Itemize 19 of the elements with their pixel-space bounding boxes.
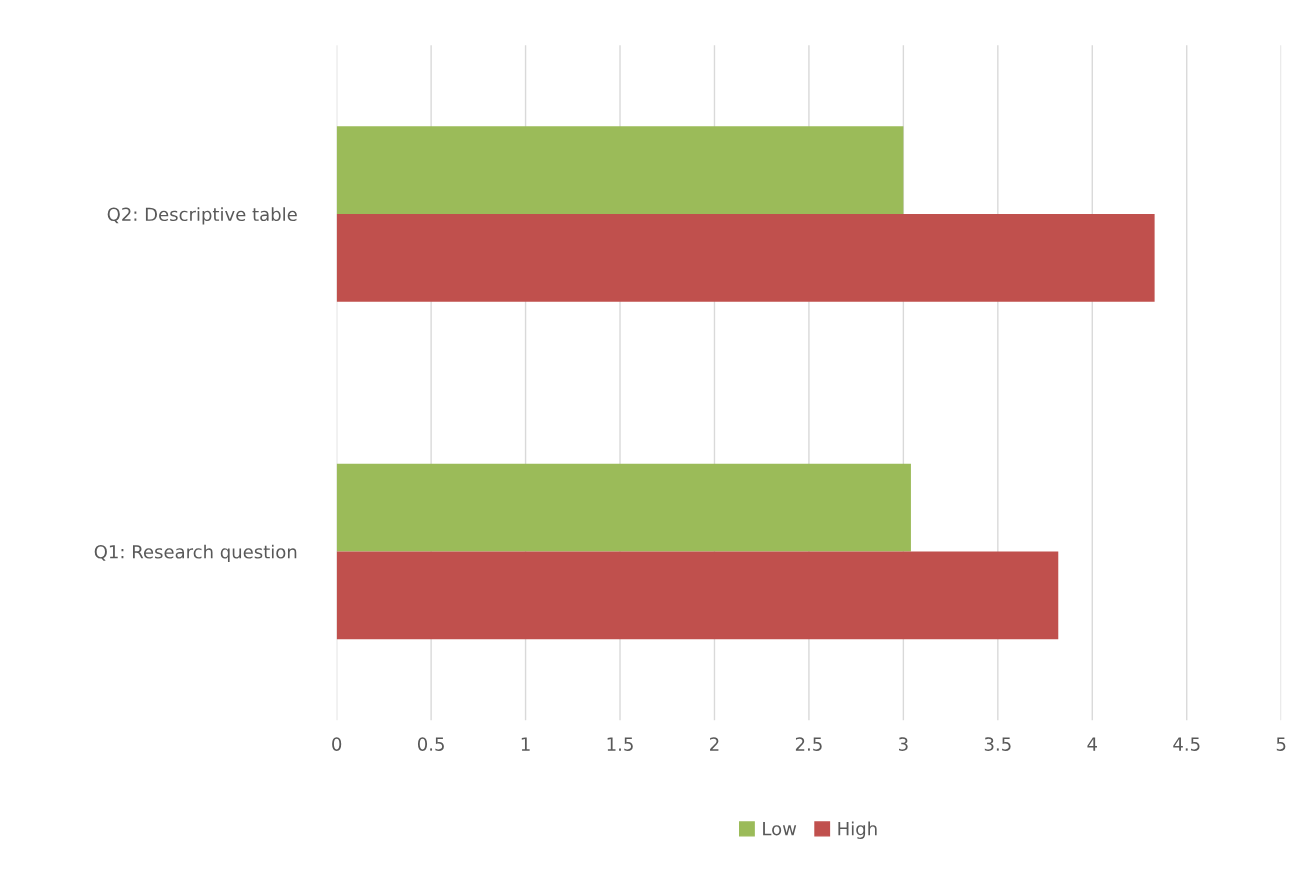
bar bbox=[336, 126, 904, 214]
legend-label: Low bbox=[763, 822, 797, 836]
x-tick-label: 3.5 bbox=[984, 737, 1011, 751]
bar bbox=[336, 551, 1059, 640]
x-tick-label: 2 bbox=[710, 737, 719, 751]
x-tick-label: 3 bbox=[899, 737, 908, 751]
legend-label: High bbox=[838, 821, 877, 839]
x-tick-label: 5 bbox=[1276, 737, 1286, 751]
y-tick-label: Q2: Descriptive table bbox=[107, 207, 297, 225]
x-tick-label: 1 bbox=[521, 737, 530, 751]
y-tick-label: Q1: Research question bbox=[94, 544, 297, 563]
bar bbox=[336, 463, 911, 552]
x-tick-label: 4.5 bbox=[1173, 737, 1200, 751]
x-tick-label: 0.5 bbox=[417, 737, 444, 751]
x-tick-label: 0 bbox=[332, 737, 342, 751]
x-tick-label: 1.5 bbox=[607, 737, 633, 751]
x-tick-label: 2.5 bbox=[795, 737, 822, 751]
x-tick-label: 4 bbox=[1087, 737, 1098, 751]
bar bbox=[336, 213, 1155, 302]
